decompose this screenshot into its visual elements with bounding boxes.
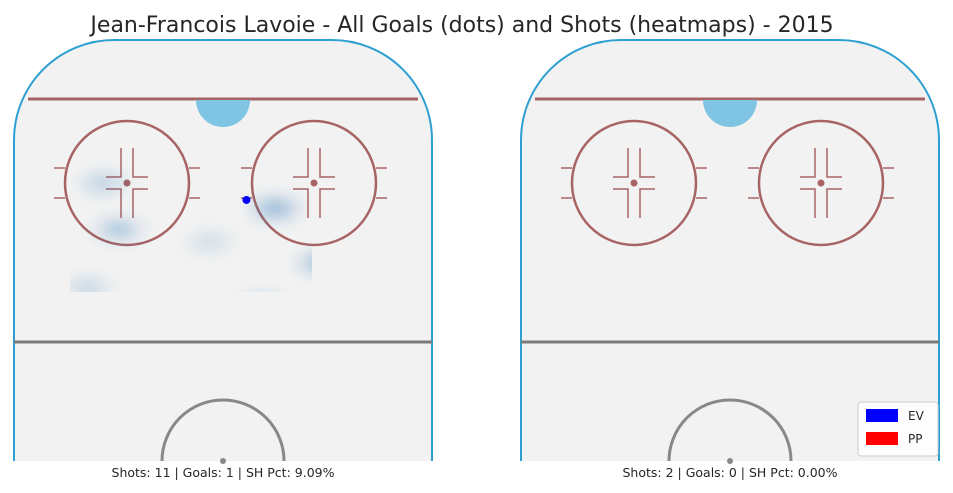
faceoff-circle-left	[561, 119, 707, 247]
goal-crease	[703, 100, 757, 127]
rink-outline	[520, 39, 940, 461]
heatmap-blob	[305, 256, 312, 270]
legend-swatch-pp	[866, 432, 898, 445]
heatmap-blob	[294, 250, 312, 277]
heatmap-blob	[201, 237, 219, 247]
legend-swatch-ev	[866, 409, 898, 422]
center-circle	[160, 398, 286, 462]
legend-label-pp: PP	[908, 432, 922, 446]
center-circle	[667, 398, 793, 462]
goal-dot	[242, 195, 251, 204]
faceoff-circle-right	[748, 119, 894, 247]
legend: EV PP	[857, 401, 939, 457]
goals-left	[242, 195, 251, 204]
heatmap-blob	[252, 291, 272, 292]
center-dot	[727, 458, 733, 464]
legend-label-ev: EV	[908, 409, 925, 423]
faceoff-circle-right	[241, 119, 387, 247]
heatmap-blob	[266, 204, 284, 213]
center-dot	[220, 458, 226, 464]
caption-left: Shots: 11 | Goals: 1 | SH Pct: 9.09%	[112, 465, 335, 480]
figure-title: Jean-Francois Lavoie - All Goals (dots) …	[88, 13, 833, 38]
goal-crease	[196, 100, 250, 127]
heatmap-blob	[110, 225, 128, 234]
heatmap-left	[70, 169, 312, 292]
heatmap-blob	[79, 284, 96, 292]
heatmap-blob	[94, 178, 112, 188]
rink-right	[520, 39, 940, 464]
caption-right: Shots: 2 | Goals: 0 | SH Pct: 0.00%	[622, 465, 837, 480]
